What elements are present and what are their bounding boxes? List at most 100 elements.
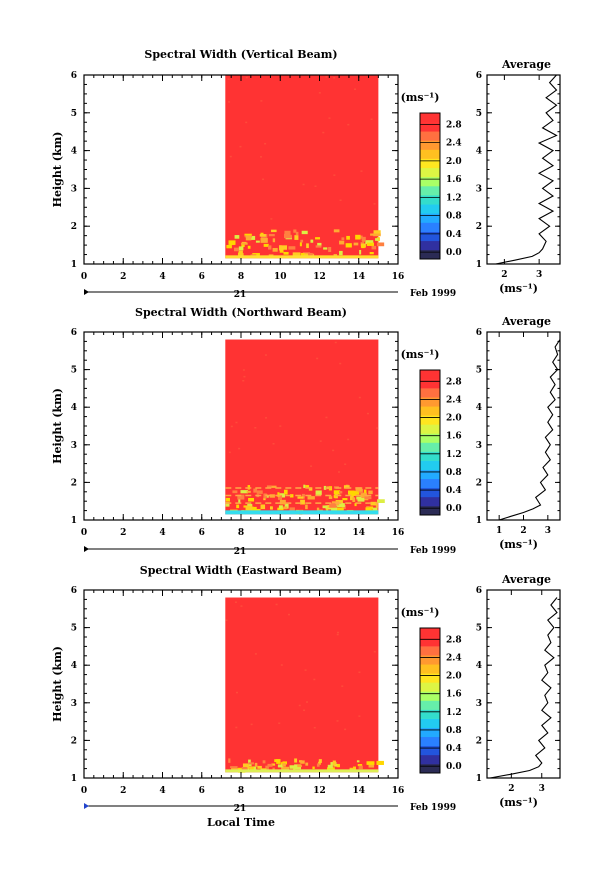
- heatmap-cell: [326, 508, 329, 513]
- heatmap-cell: [317, 242, 322, 247]
- average-profile: Average 2 3 1 2 3 4 5 6 (ms⁻¹): [476, 573, 561, 809]
- average-frame: [486, 74, 561, 265]
- heatmap-cell: [238, 499, 241, 504]
- heatmap-cell: [238, 246, 244, 251]
- average-x-tick-label: 3: [545, 526, 551, 536]
- average-x-tick-label: 3: [536, 270, 542, 280]
- average-profile-line: [499, 339, 561, 521]
- x-tick-label: 12: [313, 528, 326, 538]
- heatmap-cell: [318, 761, 321, 765]
- heatmap-cell: [328, 117, 331, 119]
- heatmap-cell: [328, 247, 332, 252]
- colorbar-segment: [420, 424, 440, 434]
- heatmap-cell: [315, 237, 321, 240]
- heatmap-cell: [306, 243, 309, 249]
- y-tick-label: 1: [71, 516, 77, 526]
- y-tick-label: 4: [71, 147, 77, 157]
- heatmap-cell: [323, 485, 327, 490]
- colorbar-tick-label: 2.8: [446, 120, 462, 130]
- colorbar-segment: [420, 213, 440, 223]
- average-x-tick-label: 2: [520, 526, 526, 536]
- average-y-tick-label: 6: [476, 328, 482, 338]
- colorbar-segment: [420, 176, 440, 187]
- heatmap-cell: [352, 497, 356, 503]
- colorbar-tick-label: 0.4: [446, 230, 462, 240]
- heatmap-cell: [304, 253, 309, 256]
- heatmap-cell: [329, 503, 337, 508]
- heatmap-cell: [248, 235, 256, 240]
- heatmap-cell: [247, 763, 252, 766]
- colorbar: (ms⁻¹) 0.0 0.4 0.8 1.2 1.6 2.0 2.4 2.8: [401, 606, 462, 774]
- colorbar-segment: [420, 496, 440, 507]
- heatmap-cell: [242, 369, 245, 371]
- colorbar-segment: [420, 442, 440, 452]
- heatmap-cell: [294, 235, 299, 240]
- x-tick-label: 8: [238, 528, 244, 538]
- heatmap-cell: [339, 250, 343, 256]
- heatmap-cell: [229, 241, 235, 246]
- heatmap-cell: [364, 496, 372, 500]
- x-tick-label: 14: [352, 528, 365, 538]
- panel-title: Spectral Width (Northward Beam): [135, 306, 347, 319]
- heatmap-field: [225, 597, 384, 773]
- heatmap-cell: [253, 488, 258, 493]
- heatmap-cell: [264, 142, 267, 145]
- heatmap-cell: [270, 485, 277, 488]
- heatmap-cell: [360, 492, 367, 498]
- heatmap-cell: [265, 765, 269, 771]
- heatmap-cell: [254, 426, 257, 429]
- heatmap-cell: [336, 633, 339, 636]
- heatmap-cell: [358, 396, 361, 399]
- heatmap-cell: [354, 503, 357, 507]
- heatmap-cell: [338, 491, 343, 494]
- colorbar-tick-label: 2.8: [446, 377, 462, 387]
- heatmap-cell: [283, 489, 288, 495]
- heatmap-cell: [240, 605, 243, 607]
- x-tick-label: 4: [159, 528, 165, 538]
- heatmap-cell: [254, 762, 258, 767]
- date-day-label: 21: [234, 804, 247, 814]
- heatmap-cell: [369, 252, 374, 255]
- colorbar-segment: [420, 460, 440, 470]
- colorbar-segment: [420, 505, 440, 516]
- x-tick-label: 0: [81, 528, 87, 538]
- colorbar-tick-label: 0.4: [446, 744, 462, 754]
- colorbar-tick-label: 2.0: [446, 672, 462, 682]
- x-tick-label: 12: [313, 272, 326, 282]
- x-tick-label: 6: [199, 272, 205, 282]
- average-y-tick-label: 6: [476, 586, 482, 596]
- heatmap-cell: [272, 248, 278, 252]
- heatmap-cell: [333, 229, 340, 233]
- colorbar-segment: [420, 736, 440, 747]
- heatmap-cell: [344, 728, 347, 731]
- heatmap-cell: [313, 678, 316, 681]
- average-y-tick-label: 2: [476, 478, 482, 488]
- heatmap-cell: [237, 494, 245, 500]
- date-month-label: Feb 1999: [410, 546, 456, 556]
- y-tick-label: 6: [71, 71, 77, 81]
- heatmap-cell: [316, 507, 320, 513]
- heatmap-cell: [323, 247, 328, 250]
- heatmap-cell: [277, 492, 280, 497]
- colorbar-tick-label: 2.4: [446, 653, 462, 663]
- y-tick-label: 1: [71, 774, 77, 784]
- colorbar-segment: [420, 673, 440, 683]
- heatmap-cell: [245, 121, 248, 124]
- heatmap-cell: [376, 427, 379, 429]
- x-tick-label: 2: [120, 272, 126, 282]
- heatmap-cell: [300, 239, 304, 243]
- colorbar-tick-label: 2.4: [446, 395, 462, 405]
- heatmap-cell: [333, 495, 337, 498]
- heatmap-cell: [325, 76, 328, 78]
- date-axis-start-marker: [84, 289, 89, 295]
- heatmap-cell: [263, 243, 269, 247]
- heatmap-cell: [375, 238, 379, 241]
- heatmap-cell: [260, 100, 263, 102]
- heatmap-cell: [257, 765, 262, 769]
- heatmap-cell: [283, 506, 288, 510]
- heatmap-cell: [247, 504, 253, 507]
- heatmap-cell: [264, 354, 267, 356]
- heatmap-cell: [245, 505, 253, 511]
- heatmap-cell: [360, 170, 363, 172]
- heatmap-cell: [288, 613, 291, 616]
